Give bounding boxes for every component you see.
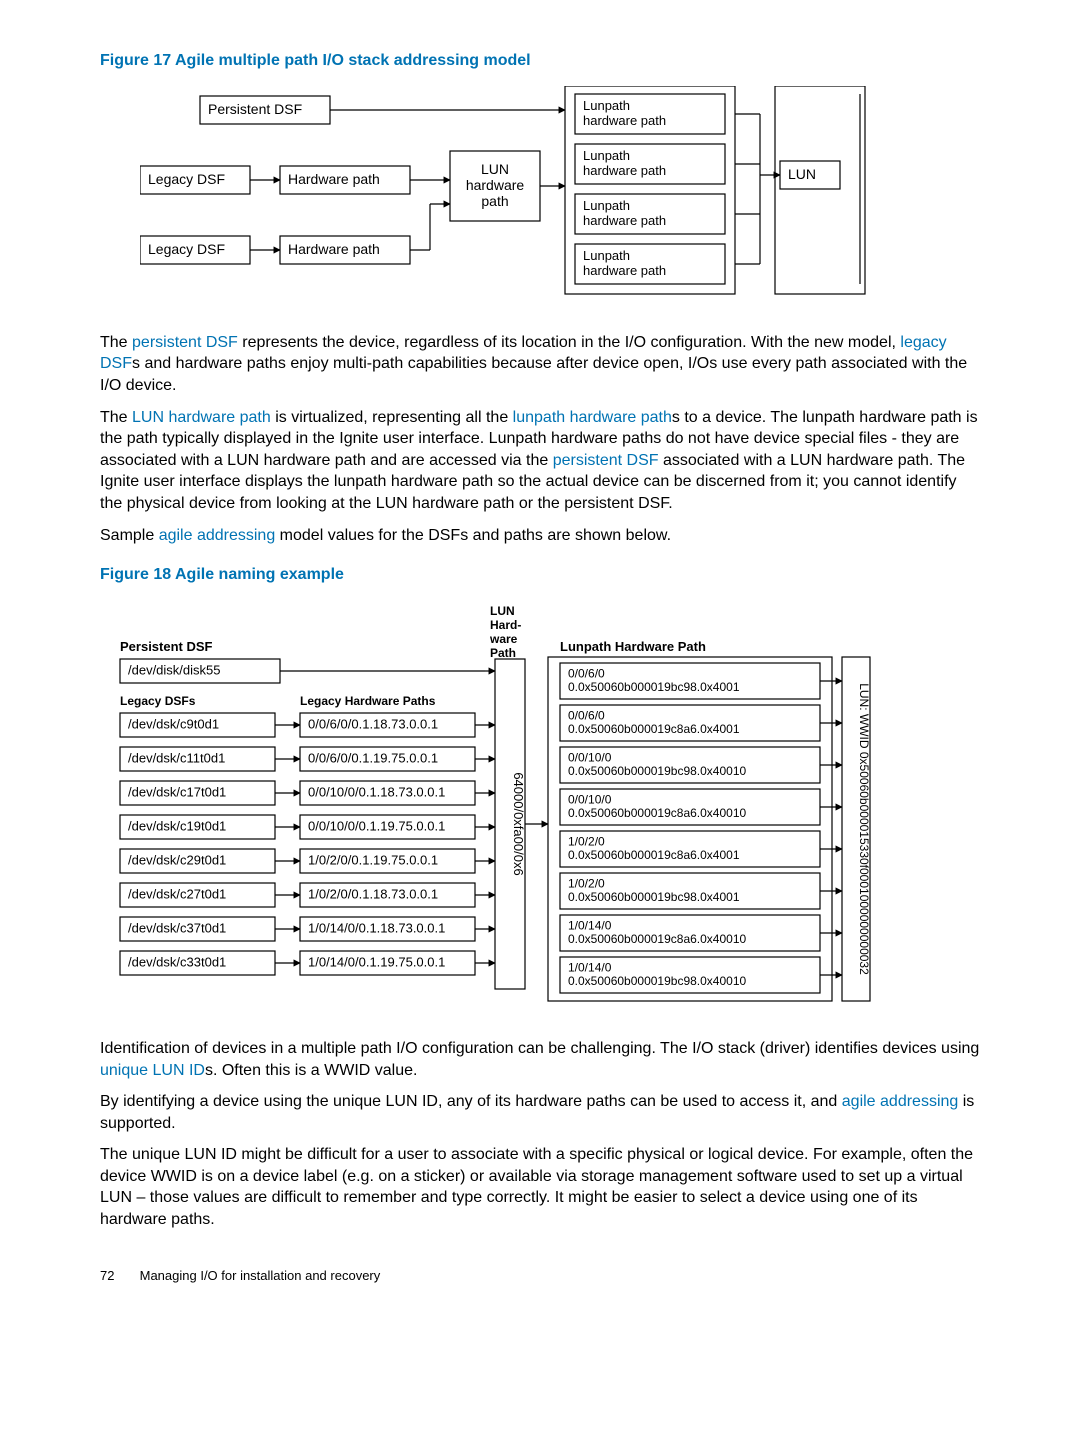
svg-text:Persistent DSF: Persistent DSF: [120, 639, 213, 654]
svg-text:Legacy DSFs: Legacy DSFs: [120, 694, 196, 708]
figure-18-caption: Figure 18 Agile naming example: [100, 564, 980, 586]
svg-text:1/0/2/0/0.1.19.75.0.0.1: 1/0/2/0/0.1.19.75.0.0.1: [308, 852, 438, 867]
svg-text:0.0x50060b000019bc98.0x4001: 0.0x50060b000019bc98.0x4001: [568, 890, 740, 904]
svg-text:LUN: LUN: [490, 604, 515, 618]
svg-text:0/0/10/0/0.1.19.75.0.0.1: 0/0/10/0/0.1.19.75.0.0.1: [308, 818, 445, 833]
figure-17-caption: Figure 17 Agile multiple path I/O stack …: [100, 50, 980, 72]
svg-text:1/0/2/0: 1/0/2/0: [568, 876, 605, 890]
figure-17-diagram: Persistent DSF Legacy DSF Legacy DSF Hardwa…: [140, 86, 980, 313]
svg-text:0.0x50060b000019bc98.0x40010: 0.0x50060b000019bc98.0x40010: [568, 974, 746, 988]
svg-text:hardware path: hardware path: [583, 113, 666, 128]
svg-text:1/0/14/0/0.1.19.75.0.0.1: 1/0/14/0/0.1.19.75.0.0.1: [308, 954, 445, 969]
svg-text:0/0/6/0/0.1.19.75.0.0.1: 0/0/6/0/0.1.19.75.0.0.1: [308, 750, 438, 765]
svg-text:LUN: LUN: [788, 166, 816, 182]
text: represents the device, regardless of its…: [238, 334, 901, 351]
svg-text:LUN: LUN: [481, 161, 509, 177]
svg-text:0/0/6/0/0.1.18.73.0.0.1: 0/0/6/0/0.1.18.73.0.0.1: [308, 716, 438, 731]
paragraph-1: The persistent DSF represents the device…: [100, 332, 980, 397]
text: s and hardware paths enjoy multi-path ca…: [100, 355, 967, 394]
svg-text:/dev/dsk/c9t0d1: /dev/dsk/c9t0d1: [128, 716, 219, 731]
svg-text:LUN: WWID 0x50060b000015330f00: LUN: WWID 0x50060b000015330f000100000000…: [857, 683, 871, 975]
svg-text:path: path: [481, 193, 508, 209]
svg-text:0/0/6/0: 0/0/6/0: [568, 708, 605, 722]
link-agile-addressing[interactable]: agile addressing: [159, 527, 276, 544]
svg-text:ware: ware: [489, 632, 518, 646]
paragraph-5: By identifying a device using the unique…: [100, 1091, 980, 1134]
svg-text:Path: Path: [490, 646, 516, 660]
text: Sample: [100, 527, 159, 544]
svg-text:Lunpath Hardware Path: Lunpath Hardware Path: [560, 639, 706, 654]
svg-text:Hardware path: Hardware path: [288, 171, 380, 187]
link-persistent-dsf[interactable]: persistent DSF: [132, 334, 238, 351]
svg-text:hardware path: hardware path: [583, 263, 666, 278]
link-unique-lun-id[interactable]: unique LUN ID: [100, 1062, 205, 1079]
text: The: [100, 409, 132, 426]
svg-text:0/0/10/0: 0/0/10/0: [568, 792, 612, 806]
svg-text:0.0x50060b000019c8a6.0x40010: 0.0x50060b000019c8a6.0x40010: [568, 932, 746, 946]
svg-text:0.0x50060b000019c8a6.0x4001: 0.0x50060b000019c8a6.0x4001: [568, 848, 740, 862]
text: By identifying a device using the unique…: [100, 1093, 842, 1110]
svg-text:hardware path: hardware path: [583, 163, 666, 178]
svg-text:Legacy DSF: Legacy DSF: [148, 241, 225, 257]
text: Identification of devices in a multiple …: [100, 1040, 979, 1057]
svg-text:1/0/14/0: 1/0/14/0: [568, 918, 612, 932]
svg-text:0.0x50060b000019c8a6.0x4001: 0.0x50060b000019c8a6.0x4001: [568, 722, 740, 736]
svg-text:Lunpath: Lunpath: [583, 148, 630, 163]
figure-18-diagram: Persistent DSF LUNHard-warePath Lunpath Ha…: [100, 601, 980, 1018]
svg-text:Lunpath: Lunpath: [583, 198, 630, 213]
svg-text:0.0x50060b000019c8a6.0x40010: 0.0x50060b000019c8a6.0x40010: [568, 806, 746, 820]
svg-text:/dev/dsk/c11t0d1: /dev/dsk/c11t0d1: [128, 750, 225, 765]
svg-text:0/0/10/0/0.1.18.73.0.0.1: 0/0/10/0/0.1.18.73.0.0.1: [308, 784, 445, 799]
svg-text:1/0/14/0: 1/0/14/0: [568, 960, 612, 974]
svg-text:1/0/14/0/0.1.18.73.0.0.1: 1/0/14/0/0.1.18.73.0.0.1: [308, 920, 445, 935]
svg-text:Lunpath: Lunpath: [583, 248, 630, 263]
text: s. Often this is a WWID value.: [205, 1062, 418, 1079]
svg-text:0/0/6/0: 0/0/6/0: [568, 666, 605, 680]
footer-title: Managing I/O for installation and recove…: [140, 1268, 381, 1283]
svg-text:/dev/dsk/c29t0d1: /dev/dsk/c29t0d1: [128, 852, 226, 867]
svg-text:Hard-: Hard-: [490, 618, 521, 632]
link-persistent-dsf-2[interactable]: persistent DSF: [553, 452, 659, 469]
svg-text:1/0/2/0: 1/0/2/0: [568, 834, 605, 848]
page-footer: 72 Managing I/O for installation and rec…: [100, 1267, 980, 1285]
text: model values for the DSFs and paths are …: [275, 527, 671, 544]
paragraph-2: The LUN hardware path is virtualized, re…: [100, 407, 980, 515]
link-lunpath-hw-path[interactable]: lunpath hardware path: [513, 409, 672, 426]
svg-text:Hardware path: Hardware path: [288, 241, 380, 257]
svg-text:hardware: hardware: [466, 177, 525, 193]
svg-text:0/0/10/0: 0/0/10/0: [568, 750, 612, 764]
svg-text:Legacy DSF: Legacy DSF: [148, 171, 225, 187]
paragraph-3: Sample agile addressing model values for…: [100, 525, 980, 547]
svg-text:hardware path: hardware path: [583, 213, 666, 228]
svg-text:/dev/dsk/c27t0d1: /dev/dsk/c27t0d1: [128, 886, 226, 901]
svg-text:/dev/disk/disk55: /dev/disk/disk55: [128, 662, 221, 677]
svg-text:Lunpath: Lunpath: [583, 98, 630, 113]
link-lun-hw-path[interactable]: LUN hardware path: [132, 409, 271, 426]
link-agile-addressing-2[interactable]: agile addressing: [842, 1093, 959, 1110]
svg-text:/dev/dsk/c19t0d1: /dev/dsk/c19t0d1: [128, 818, 226, 833]
svg-text:0.0x50060b000019bc98.0x40010: 0.0x50060b000019bc98.0x40010: [568, 764, 746, 778]
svg-text:0.0x50060b000019bc98.0x4001: 0.0x50060b000019bc98.0x4001: [568, 680, 740, 694]
paragraph-4: Identification of devices in a multiple …: [100, 1038, 980, 1081]
svg-text:/dev/dsk/c37t0d1: /dev/dsk/c37t0d1: [128, 920, 226, 935]
text: The: [100, 334, 132, 351]
paragraph-6: The unique LUN ID might be difficult for…: [100, 1144, 980, 1230]
svg-text:Persistent DSF: Persistent DSF: [208, 101, 302, 117]
text: is virtualized, representing all the: [271, 409, 513, 426]
svg-text:64000/0xfa00/0x6: 64000/0xfa00/0x6: [511, 772, 526, 875]
svg-text:Legacy Hardware Paths: Legacy Hardware Paths: [300, 694, 436, 708]
page-number: 72: [100, 1267, 136, 1285]
svg-text:/dev/dsk/c17t0d1: /dev/dsk/c17t0d1: [128, 784, 226, 799]
svg-text:1/0/2/0/0.1.18.73.0.0.1: 1/0/2/0/0.1.18.73.0.0.1: [308, 886, 438, 901]
svg-text:/dev/dsk/c33t0d1: /dev/dsk/c33t0d1: [128, 954, 226, 969]
